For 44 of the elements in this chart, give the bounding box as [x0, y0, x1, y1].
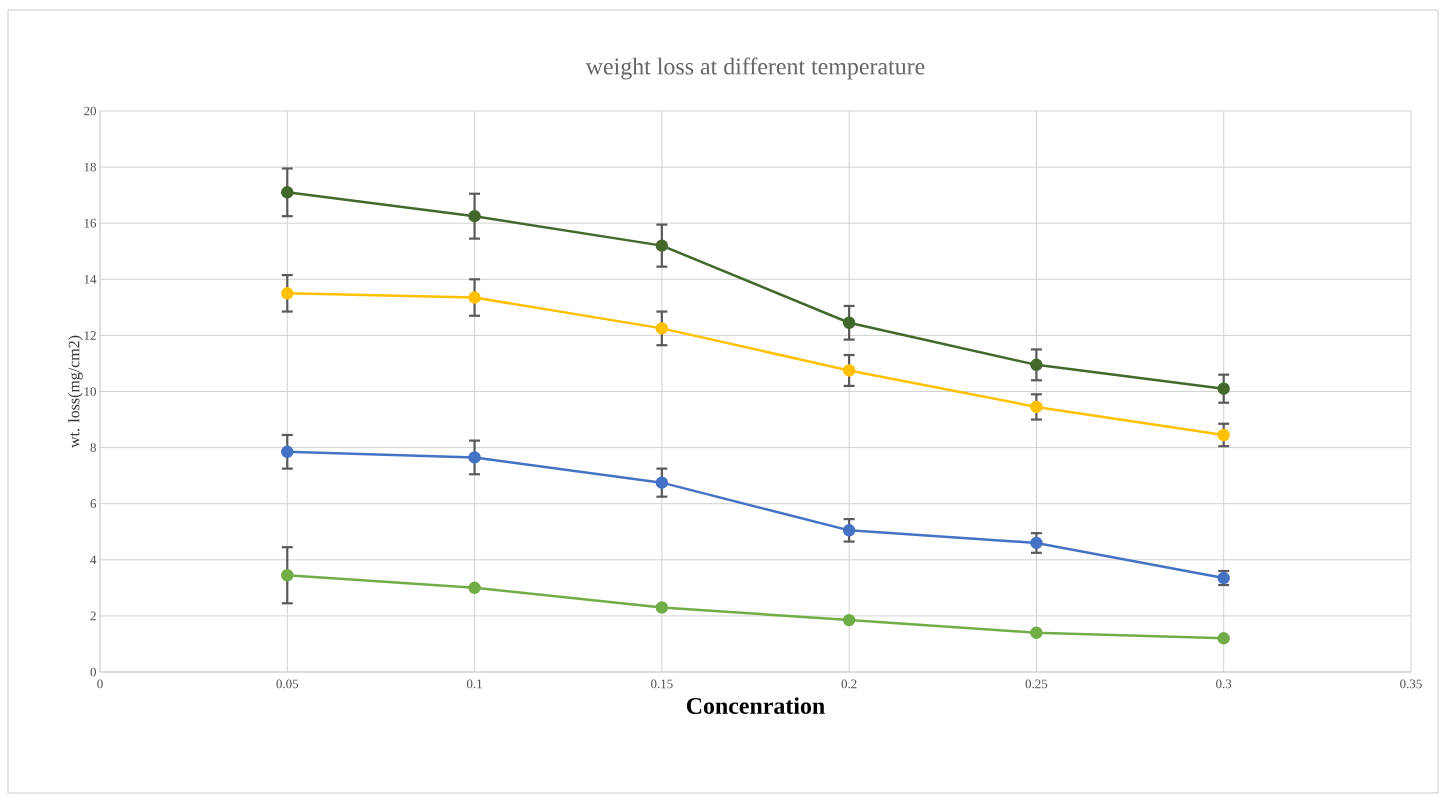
y-tick-label: 20 [84, 106, 96, 116]
y-tick-label: 10 [84, 387, 96, 396]
y-tick-label: 8 [90, 443, 96, 452]
y-tick-label: 14 [84, 275, 97, 284]
point [281, 287, 294, 300]
y-tick-label: 18 [84, 162, 96, 172]
point [1217, 382, 1230, 395]
y-tick-label: 4 [90, 555, 97, 565]
point [1030, 400, 1043, 414]
point [842, 364, 856, 377]
point [1217, 428, 1230, 442]
x-tick-label: 0.1 [466, 679, 482, 689]
point [468, 209, 481, 223]
y-tick-label: 2 [90, 611, 96, 621]
point [655, 601, 669, 614]
x-axis-title: Concenration [686, 697, 825, 714]
x-tick-label: 0.3 [1216, 679, 1232, 689]
point [468, 581, 481, 595]
point [468, 291, 481, 304]
point [281, 445, 294, 459]
point [1030, 536, 1043, 550]
point [842, 613, 856, 627]
x-tick-label: 0.35 [1400, 679, 1422, 689]
point [655, 322, 669, 335]
point [655, 239, 669, 252]
x-tick-label: 0.15 [651, 679, 673, 689]
point [281, 569, 294, 582]
y-tick-label: 12 [84, 331, 96, 340]
y-tick-label: 16 [84, 218, 97, 228]
point [655, 476, 669, 489]
chart-title: weight loss at different temperature [585, 57, 925, 80]
point [468, 451, 481, 464]
y-tick-label: 6 [90, 499, 97, 509]
point [1030, 626, 1043, 639]
x-tick-label: 0.05 [276, 679, 299, 689]
x-tick-label: 0.2 [841, 679, 857, 689]
point [842, 316, 856, 329]
x-tick-label: 0.25 [1025, 679, 1048, 689]
y-axis-title: wt. loss(mg/cm2) [68, 335, 83, 448]
y-tick-label: 0 [90, 667, 96, 677]
point [842, 524, 856, 537]
point [1030, 358, 1043, 372]
point [281, 186, 294, 199]
point [1217, 632, 1230, 645]
